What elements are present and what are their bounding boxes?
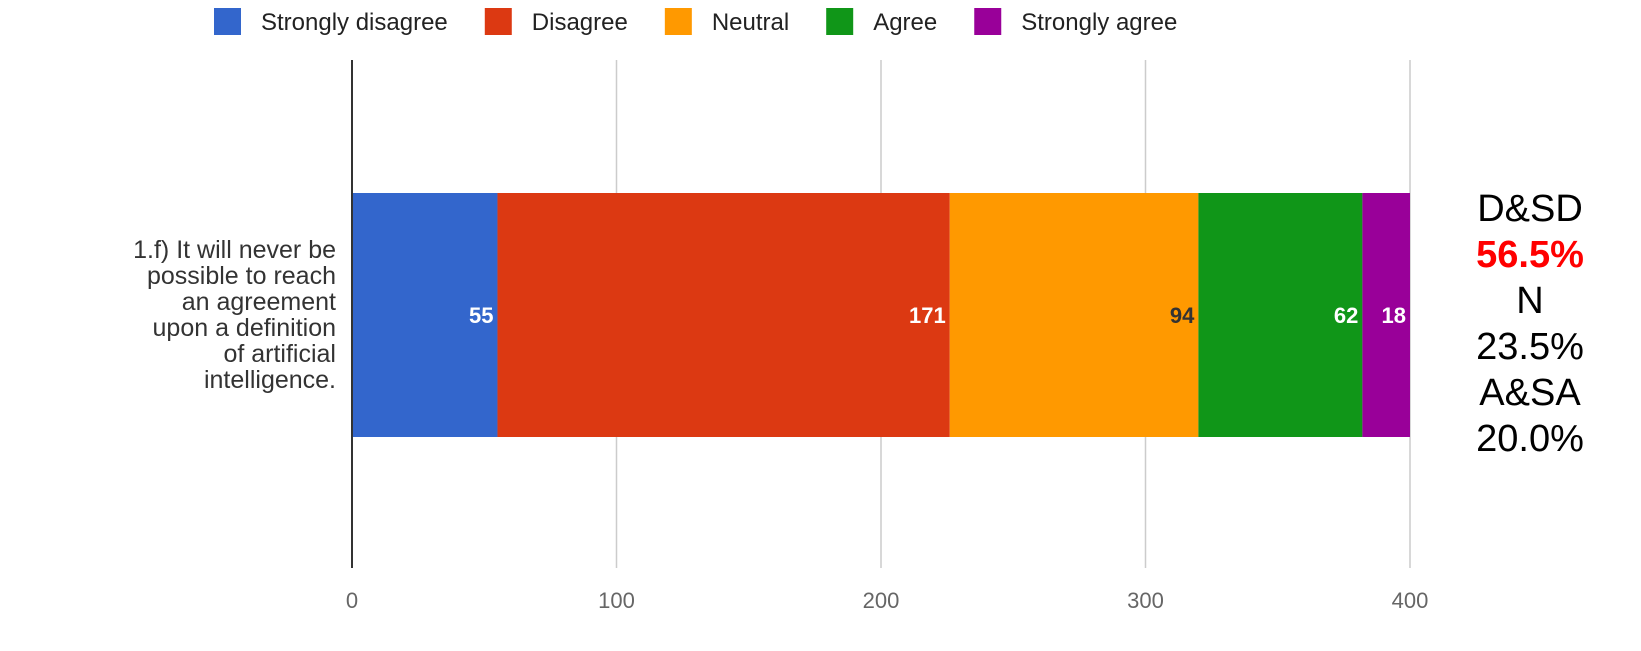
legend-swatch-agree	[826, 8, 854, 35]
category-label-line: an agreement	[182, 288, 336, 316]
bar-segment-neutral	[949, 193, 1199, 437]
bar-segment-agree	[1198, 193, 1363, 437]
category-label-line: possible to reach	[147, 262, 336, 290]
legend-label-strongly-agree: Strongly agree	[1021, 9, 1177, 36]
category-label-line: upon a definition	[153, 314, 336, 342]
x-tick-label: 200	[863, 588, 900, 613]
summary-line-dsd: D&SD	[1477, 188, 1583, 230]
data-label-strongly-disagree: 55	[469, 303, 493, 328]
legend-label-disagree: Disagree	[532, 9, 628, 36]
x-tick-label: 300	[1127, 588, 1164, 613]
bar-segment-disagree	[497, 193, 950, 437]
category-label-line: intelligence.	[204, 366, 336, 394]
legend-swatch-neutral	[664, 8, 692, 35]
legend-swatch-strongly-disagree	[214, 8, 241, 35]
data-label-strongly-agree: 18	[1382, 303, 1406, 328]
legend-label-neutral: Neutral	[712, 9, 789, 36]
summary-line-dsd-percent: 56.5%	[1476, 234, 1584, 276]
data-label-disagree: 171	[909, 303, 946, 328]
bar-segment-strongly-disagree	[352, 193, 498, 437]
legend-label-agree: Agree	[873, 9, 937, 36]
bar-segment-strongly-agree	[1362, 193, 1410, 437]
summary-panel: D&SD 56.5% N 23.5% A&SA 20.0%	[1400, 186, 1641, 462]
summary-line-n: N	[1516, 280, 1544, 322]
category-label-line: 1.f) It will never be	[133, 236, 336, 264]
legend-label-strongly-disagree: Strongly disagree	[261, 9, 448, 36]
x-tick-label: 400	[1392, 588, 1429, 613]
legend-swatch-strongly-agree	[974, 8, 1002, 35]
x-tick-label: 0	[346, 588, 358, 613]
summary-line-asa-percent: 20.0%	[1476, 418, 1584, 460]
category-label-line: of artificial	[223, 340, 336, 368]
x-tick-label: 100	[598, 588, 635, 613]
data-label-neutral: 94	[1170, 303, 1195, 328]
data-label-agree: 62	[1334, 303, 1358, 328]
legend-swatch-disagree	[484, 8, 512, 35]
summary-line-n-percent: 23.5%	[1476, 326, 1584, 368]
summary-line-asa: A&SA	[1479, 372, 1581, 414]
